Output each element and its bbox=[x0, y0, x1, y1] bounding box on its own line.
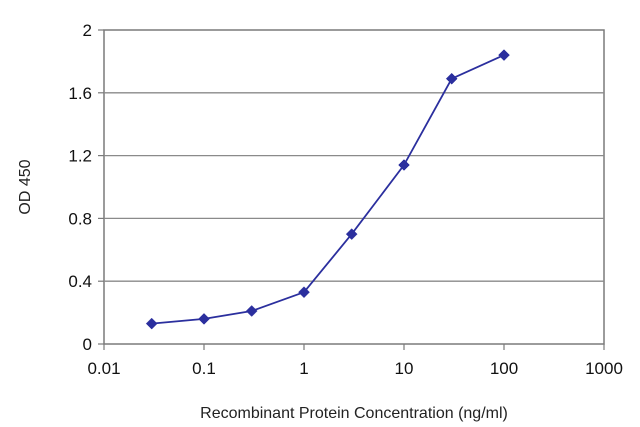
data-point-marker bbox=[498, 49, 510, 61]
x-tick-label: 0.01 bbox=[87, 359, 120, 378]
y-tick-label: 1.6 bbox=[68, 84, 92, 103]
data-point-marker bbox=[145, 317, 158, 330]
y-tick-label: 1.2 bbox=[68, 147, 92, 166]
x-tick-label: 1 bbox=[299, 359, 308, 378]
x-tick-label: 100 bbox=[490, 359, 518, 378]
data-point-marker bbox=[298, 286, 310, 299]
x-axis-title: Recombinant Protein Concentration (ng/ml… bbox=[200, 405, 508, 422]
data-point-marker bbox=[445, 72, 458, 85]
grid-lines bbox=[104, 92, 604, 282]
x-tick-label: 1000 bbox=[585, 359, 623, 378]
x-tick-label: 0.1 bbox=[192, 359, 216, 378]
series-layer bbox=[145, 49, 510, 330]
x-axis-ticks: 0.01 0.1 1 10 100 1000 bbox=[87, 344, 623, 378]
y-tick-label: 0 bbox=[83, 335, 92, 354]
x-tick-label: 10 bbox=[395, 359, 414, 378]
y-axis-ticks: 0 0.4 0.8 1.2 1.6 2 bbox=[68, 21, 104, 354]
plot-area bbox=[103, 29, 605, 345]
data-point-marker bbox=[398, 159, 410, 171]
y-tick-label: 2 bbox=[83, 21, 92, 40]
data-point-marker bbox=[245, 305, 258, 317]
y-tick-label: 0.4 bbox=[68, 272, 92, 291]
series-line bbox=[151, 54, 505, 325]
y-axis-title: OD 450 bbox=[17, 159, 34, 214]
data-point-marker bbox=[345, 228, 358, 240]
y-tick-label: 0.8 bbox=[68, 209, 92, 228]
data-point-marker bbox=[198, 313, 210, 325]
